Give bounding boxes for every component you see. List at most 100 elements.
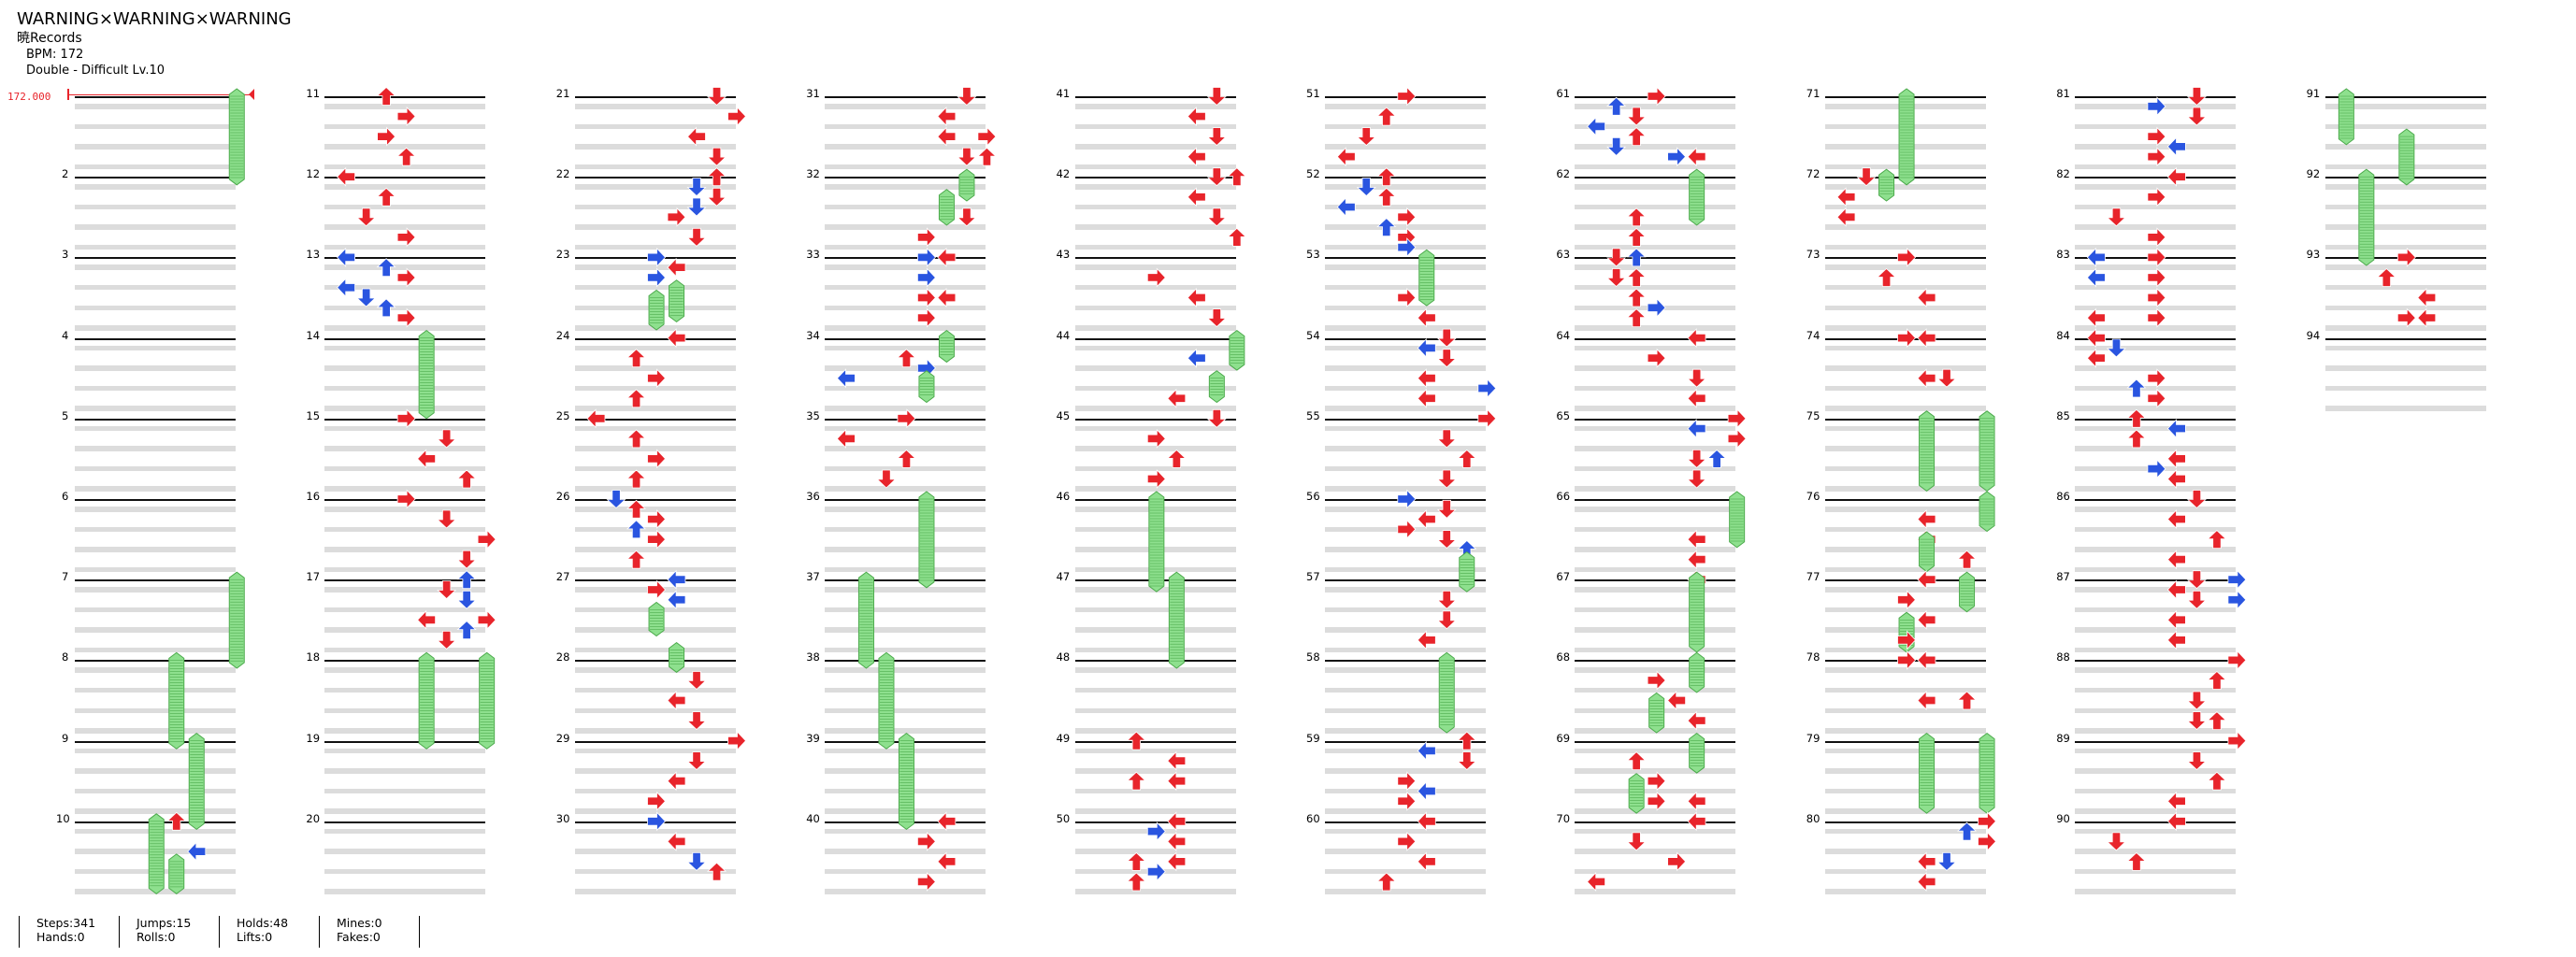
arrow-right-icon (2147, 307, 2166, 328)
beat-band (1575, 446, 1736, 451)
beat-band (1074, 284, 1236, 291)
beat-band (324, 687, 486, 693)
hold-note (898, 732, 914, 831)
stat-mines: Mines:0 (337, 916, 382, 930)
beat-band (1325, 849, 1486, 854)
beat-band (1325, 828, 1486, 835)
beat-band (75, 687, 236, 693)
beat-band (1575, 828, 1736, 835)
arrow-right-icon (2147, 247, 2166, 267)
measure-number: 61 (1556, 87, 1571, 100)
measure-number: 94 (2306, 328, 2321, 342)
beat-band (1824, 305, 1986, 311)
arrow-up-icon (1376, 167, 1397, 187)
measure-line (1325, 740, 1486, 743)
arrow-down-icon (1856, 167, 1877, 187)
beat-band (1575, 526, 1736, 533)
measure-number: 22 (555, 167, 570, 181)
arrow-down-icon (2186, 107, 2207, 126)
beat-band (2324, 406, 2486, 411)
arrow-left-icon (1187, 348, 1206, 368)
measure-line (324, 257, 486, 260)
arrow-right-icon (917, 831, 936, 851)
beat-band (1325, 587, 1486, 593)
arrow-left-icon (686, 126, 706, 147)
arrow-right-icon (2147, 459, 2166, 479)
arrow-down-icon (686, 227, 707, 247)
beat-band (2075, 748, 2237, 754)
beat-band (324, 224, 486, 230)
measure-line (825, 660, 986, 663)
measure-line (2075, 337, 2237, 340)
arrow-left-icon (2166, 136, 2186, 157)
beat-band (2075, 707, 2237, 714)
beat-band (2075, 244, 2237, 250)
arrow-right-icon (917, 307, 936, 328)
measure-number: 36 (806, 490, 820, 503)
arrow-left-icon (1917, 509, 1936, 529)
arrow-down-icon (437, 631, 457, 650)
arrow-down-icon (1356, 127, 1376, 147)
arrow-right-icon (396, 408, 416, 429)
arrow-down-icon (1687, 449, 1707, 468)
stat-steps: Steps:341 (36, 916, 96, 930)
beat-band (1325, 486, 1486, 492)
arrow-right-icon (396, 106, 416, 127)
measure-number: 67 (1556, 570, 1571, 584)
measure-number: 73 (1806, 248, 1820, 262)
arrow-right-icon (1397, 237, 1417, 258)
beat-band (324, 305, 486, 311)
arrow-left-icon (1687, 811, 1706, 832)
measure-line (825, 96, 986, 98)
measure-number: 3 (62, 248, 69, 262)
beat-band (2324, 284, 2486, 291)
beat-band (2324, 123, 2486, 130)
bpm-marker-value: 172.000 (7, 91, 51, 103)
arrow-left-icon (2086, 348, 2106, 368)
measure-number: 30 (555, 811, 570, 825)
measure-number: 47 (1056, 570, 1071, 584)
beat-band (825, 728, 986, 734)
beat-band (1824, 828, 1986, 835)
hold-note (1979, 410, 1995, 493)
beat-band (2075, 325, 2237, 331)
beat-band (75, 284, 236, 291)
arrow-right-icon (1667, 147, 1687, 167)
beat-band (1824, 507, 1986, 512)
arrow-down-icon (1206, 207, 1227, 227)
beat-band (1824, 728, 1986, 734)
bpm-marker: 172.000 (7, 87, 254, 106)
beat-band (2075, 184, 2237, 190)
beat-band (574, 284, 736, 291)
beat-band (2075, 607, 2237, 613)
measure-line (1074, 418, 1236, 421)
beat-band (1325, 446, 1486, 451)
arrow-down-icon (456, 590, 477, 609)
arrow-down-icon (686, 197, 707, 217)
measure-line (75, 579, 236, 582)
measure-line (75, 660, 236, 663)
arrow-left-icon (1587, 116, 1605, 136)
measure-line (1575, 821, 1736, 823)
measure-line (2075, 821, 2237, 823)
beat-band (574, 849, 736, 854)
beat-band (1325, 164, 1486, 170)
beat-band (1824, 788, 1986, 794)
arrow-left-icon (937, 288, 957, 307)
beat-band (825, 707, 986, 714)
measure-number: 56 (1306, 490, 1320, 503)
hold-note (1689, 168, 1705, 226)
arrow-right-icon (396, 267, 416, 288)
arrow-down-icon (1206, 127, 1227, 147)
arrow-down-icon (2106, 207, 2126, 227)
measure-number: 5 (62, 408, 69, 422)
arrow-up-icon (1626, 227, 1647, 247)
beat-band (574, 808, 736, 814)
beat-band (1575, 587, 1736, 593)
beat-band (75, 365, 236, 371)
beat-band (1074, 486, 1236, 492)
beat-band (75, 184, 236, 190)
bpm-marker-line (67, 94, 251, 95)
beat-band (1824, 667, 1986, 673)
beat-band (324, 284, 486, 291)
